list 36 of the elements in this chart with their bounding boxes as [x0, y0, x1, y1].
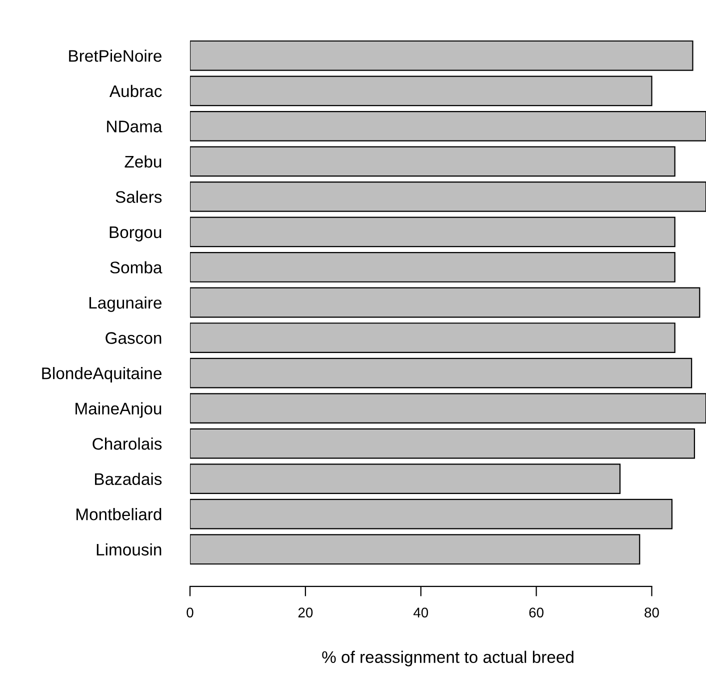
- bar: [190, 428, 696, 459]
- y-tick-label: Salers: [116, 190, 162, 203]
- x-tick-label: 20: [298, 608, 313, 618]
- y-tick-label: Montbeliard: [76, 508, 162, 520]
- y-tick-label: Aubrac: [109, 84, 162, 98]
- bar: [190, 40, 694, 71]
- y-tick-label: NDama: [107, 120, 162, 132]
- bar: [190, 534, 640, 565]
- y-tick-label: BlondeAquitaine: [42, 366, 162, 383]
- bar: [190, 182, 706, 212]
- x-axis-title: % of reassignment to actual breed: [322, 650, 574, 666]
- y-tick-label: Limousin: [96, 543, 162, 556]
- x-tick-label: 0: [186, 608, 194, 618]
- bar: [190, 322, 676, 353]
- y-tick-label: Zebu: [124, 155, 162, 168]
- x-tick-label: 40: [413, 608, 428, 618]
- y-tick-label: Charolais: [92, 438, 162, 450]
- y-tick-label: Borgou: [110, 226, 162, 242]
- bar: [190, 464, 621, 494]
- y-tick-label: MaineAnjou: [76, 402, 162, 418]
- y-tick-label: Lagunaire: [89, 296, 162, 312]
- y-tick-label: Somba: [110, 261, 162, 274]
- bar: [190, 287, 700, 318]
- bar: [190, 498, 672, 530]
- bar: [190, 358, 692, 388]
- bar: [190, 252, 676, 282]
- y-tick-label: Gascon: [106, 332, 162, 344]
- y-tick-label: BretPieNoire: [69, 50, 162, 62]
- x-tick-label: 60: [529, 608, 544, 618]
- bar: [190, 393, 706, 424]
- y-tick-label: Bazadais: [95, 472, 162, 486]
- bar: [190, 216, 676, 248]
- bar: [190, 110, 706, 142]
- x-tick-label: 80: [644, 608, 659, 618]
- bar: [190, 146, 676, 177]
- bar: [190, 76, 652, 106]
